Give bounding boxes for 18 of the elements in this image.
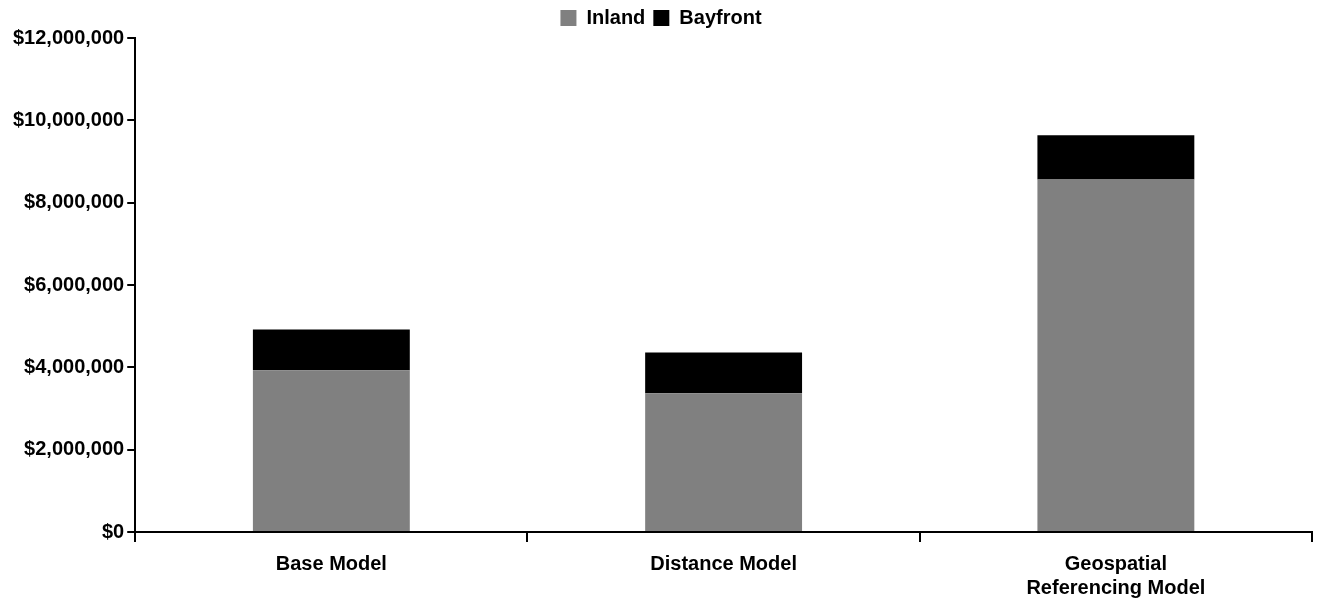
bar bbox=[252, 329, 410, 371]
bar bbox=[1037, 179, 1195, 531]
bar bbox=[252, 370, 410, 531]
y-tick-label: $2,000,000 bbox=[24, 437, 125, 460]
y-tick-label: $8,000,000 bbox=[24, 190, 125, 213]
y-tick-label: $4,000,000 bbox=[24, 354, 125, 377]
y-tick-label: $6,000,000 bbox=[24, 272, 125, 295]
legend-label: Inland bbox=[586, 5, 646, 28]
bar bbox=[645, 352, 803, 394]
bar bbox=[645, 393, 803, 531]
y-tick-label: $12,000,000 bbox=[12, 25, 125, 48]
x-tick-label: Distance Model bbox=[650, 551, 797, 574]
y-tick-label: $0 bbox=[101, 519, 125, 542]
legend-label: Bayfront bbox=[679, 5, 762, 28]
x-tick-label: Base Model bbox=[275, 551, 387, 574]
bar bbox=[1037, 135, 1195, 180]
y-tick-label: $10,000,000 bbox=[12, 107, 125, 130]
x-tick-label: Geospatial Referencing Model bbox=[1026, 551, 1206, 598]
